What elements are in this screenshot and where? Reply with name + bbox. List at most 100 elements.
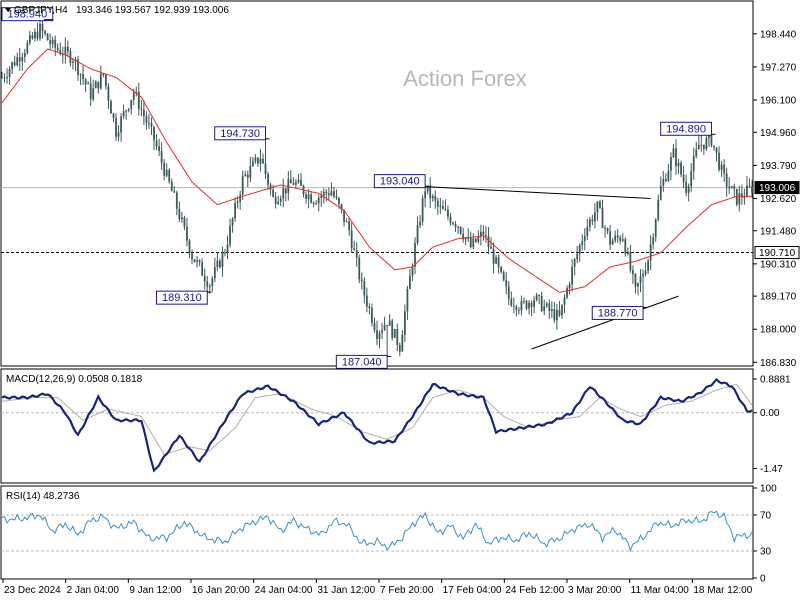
candle-body-198 xyxy=(502,271,505,281)
candle-body-59 xyxy=(150,123,153,127)
annotation-label-6: 194.890 xyxy=(666,123,706,135)
candle-body-164 xyxy=(416,225,419,243)
candle-body-35 xyxy=(89,83,92,100)
candle-body-82 xyxy=(208,286,211,288)
candle-body-68 xyxy=(173,191,176,193)
price-annotations: 198.940 194.730 193.040 189.310 187.040 188.7… xyxy=(1,7,716,369)
candle-body-51 xyxy=(130,99,133,109)
candle-body-227 xyxy=(576,253,579,260)
candle-body-188 xyxy=(477,236,480,242)
candle-body-141 xyxy=(358,257,361,280)
candle-body-235 xyxy=(596,201,599,213)
candle-body-53 xyxy=(135,91,138,93)
candle-body-49 xyxy=(125,110,128,112)
dropdown-triangle-icon[interactable] xyxy=(5,8,11,12)
candle-body-14 xyxy=(36,31,39,39)
candle-body-196 xyxy=(497,257,500,267)
candle-body-138 xyxy=(350,230,353,249)
candle-body-54 xyxy=(137,91,140,109)
candle-body-256 xyxy=(649,244,652,261)
candle-body-127 xyxy=(322,191,325,196)
candle-body-183 xyxy=(464,237,467,240)
candle-body-93 xyxy=(236,201,239,204)
candle-body-6 xyxy=(16,57,19,66)
price-tick-label-6: 193.790 xyxy=(760,161,797,172)
candle-body-147 xyxy=(373,322,376,331)
candle-body-55 xyxy=(140,108,143,110)
candle-body-204 xyxy=(517,310,520,312)
candle-body-87 xyxy=(221,252,224,268)
price-tick-label-0: 186.830 xyxy=(760,358,797,369)
candle-body-2 xyxy=(6,76,8,78)
candle-body-25 xyxy=(64,46,67,56)
candle-body-285 xyxy=(723,164,726,174)
candle-body-213 xyxy=(540,295,543,311)
annotation-label-4: 187.040 xyxy=(342,356,382,368)
candle-body-206 xyxy=(523,300,525,302)
candle-body-156 xyxy=(396,328,399,345)
candle-body-89 xyxy=(226,244,229,254)
candle-body-296 xyxy=(751,186,753,193)
candle-body-174 xyxy=(441,206,444,210)
candle-body-69 xyxy=(175,192,178,209)
candle-body-182 xyxy=(462,233,465,240)
candle-body-4 xyxy=(11,62,14,70)
candle-body-288 xyxy=(730,186,733,189)
candle-body-294 xyxy=(746,185,748,197)
candle-body-23 xyxy=(59,49,62,55)
macd-signal-line xyxy=(1,383,753,455)
candle-body-50 xyxy=(127,108,130,111)
candle-body-228 xyxy=(578,245,581,254)
candle-body-123 xyxy=(312,202,315,205)
candle-body-199 xyxy=(505,280,508,287)
candle-body-280 xyxy=(710,134,713,146)
candle-body-121 xyxy=(307,194,310,199)
candle-body-63 xyxy=(160,150,163,163)
candle-body-151 xyxy=(383,325,386,331)
hline-marker-1 xyxy=(754,246,800,260)
candle-body-273 xyxy=(692,156,695,172)
candle-body-78 xyxy=(198,260,201,263)
candle-body-286 xyxy=(725,173,728,187)
annotation-box-2 xyxy=(373,174,426,189)
annotation-label-3: 189.310 xyxy=(162,292,202,304)
moving-average-line xyxy=(1,48,752,293)
candle-body-132 xyxy=(335,196,338,198)
candle-body-191 xyxy=(485,235,487,237)
price-candles xyxy=(1,19,753,357)
time-tick-label-3: 16 Jan 20:00 xyxy=(192,585,250,596)
candle-body-72 xyxy=(183,217,186,227)
macd-axis: 0.8881 0.00 -1.47 xyxy=(753,375,791,475)
candle-body-71 xyxy=(180,217,183,220)
candle-body-104 xyxy=(264,163,267,175)
candle-body-175 xyxy=(444,209,447,211)
candle-body-289 xyxy=(733,186,736,189)
candle-body-251 xyxy=(637,283,639,287)
time-tick-label-10: 11 Mar 04:00 xyxy=(631,585,690,596)
candle-body-292 xyxy=(740,193,743,198)
candle-body-220 xyxy=(558,310,561,316)
candle-body-65 xyxy=(165,169,168,176)
candle-body-124 xyxy=(315,203,318,205)
candle-body-95 xyxy=(241,175,244,195)
hline-marker-0 xyxy=(754,181,800,195)
candle-body-180 xyxy=(457,226,459,228)
candle-body-7 xyxy=(18,57,21,62)
candle-body-185 xyxy=(469,237,472,248)
candle-body-31 xyxy=(79,74,82,76)
candle-body-157 xyxy=(398,344,401,352)
annotation-box-0 xyxy=(1,7,54,22)
candle-body-210 xyxy=(533,300,535,307)
candle-body-137 xyxy=(348,221,351,231)
candle-body-177 xyxy=(449,216,452,224)
candle-body-120 xyxy=(305,194,307,199)
candle-body-152 xyxy=(386,325,389,327)
candle-body-242 xyxy=(614,235,617,241)
candle-body-109 xyxy=(277,201,280,205)
candle-body-231 xyxy=(586,227,589,236)
candle-body-230 xyxy=(583,235,586,242)
candle-body-77 xyxy=(196,260,199,263)
candle-body-60 xyxy=(153,126,155,141)
candle-body-238 xyxy=(604,227,606,229)
candle-body-172 xyxy=(436,200,439,207)
